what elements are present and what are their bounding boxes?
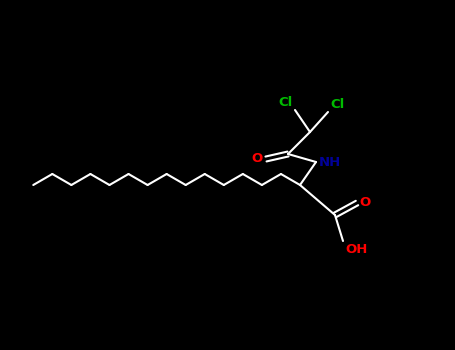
Text: O: O [252,153,263,166]
Text: Cl: Cl [330,98,344,111]
Text: NH: NH [319,155,341,168]
Text: OH: OH [345,243,367,256]
Text: O: O [359,196,370,210]
Text: Cl: Cl [279,96,293,109]
